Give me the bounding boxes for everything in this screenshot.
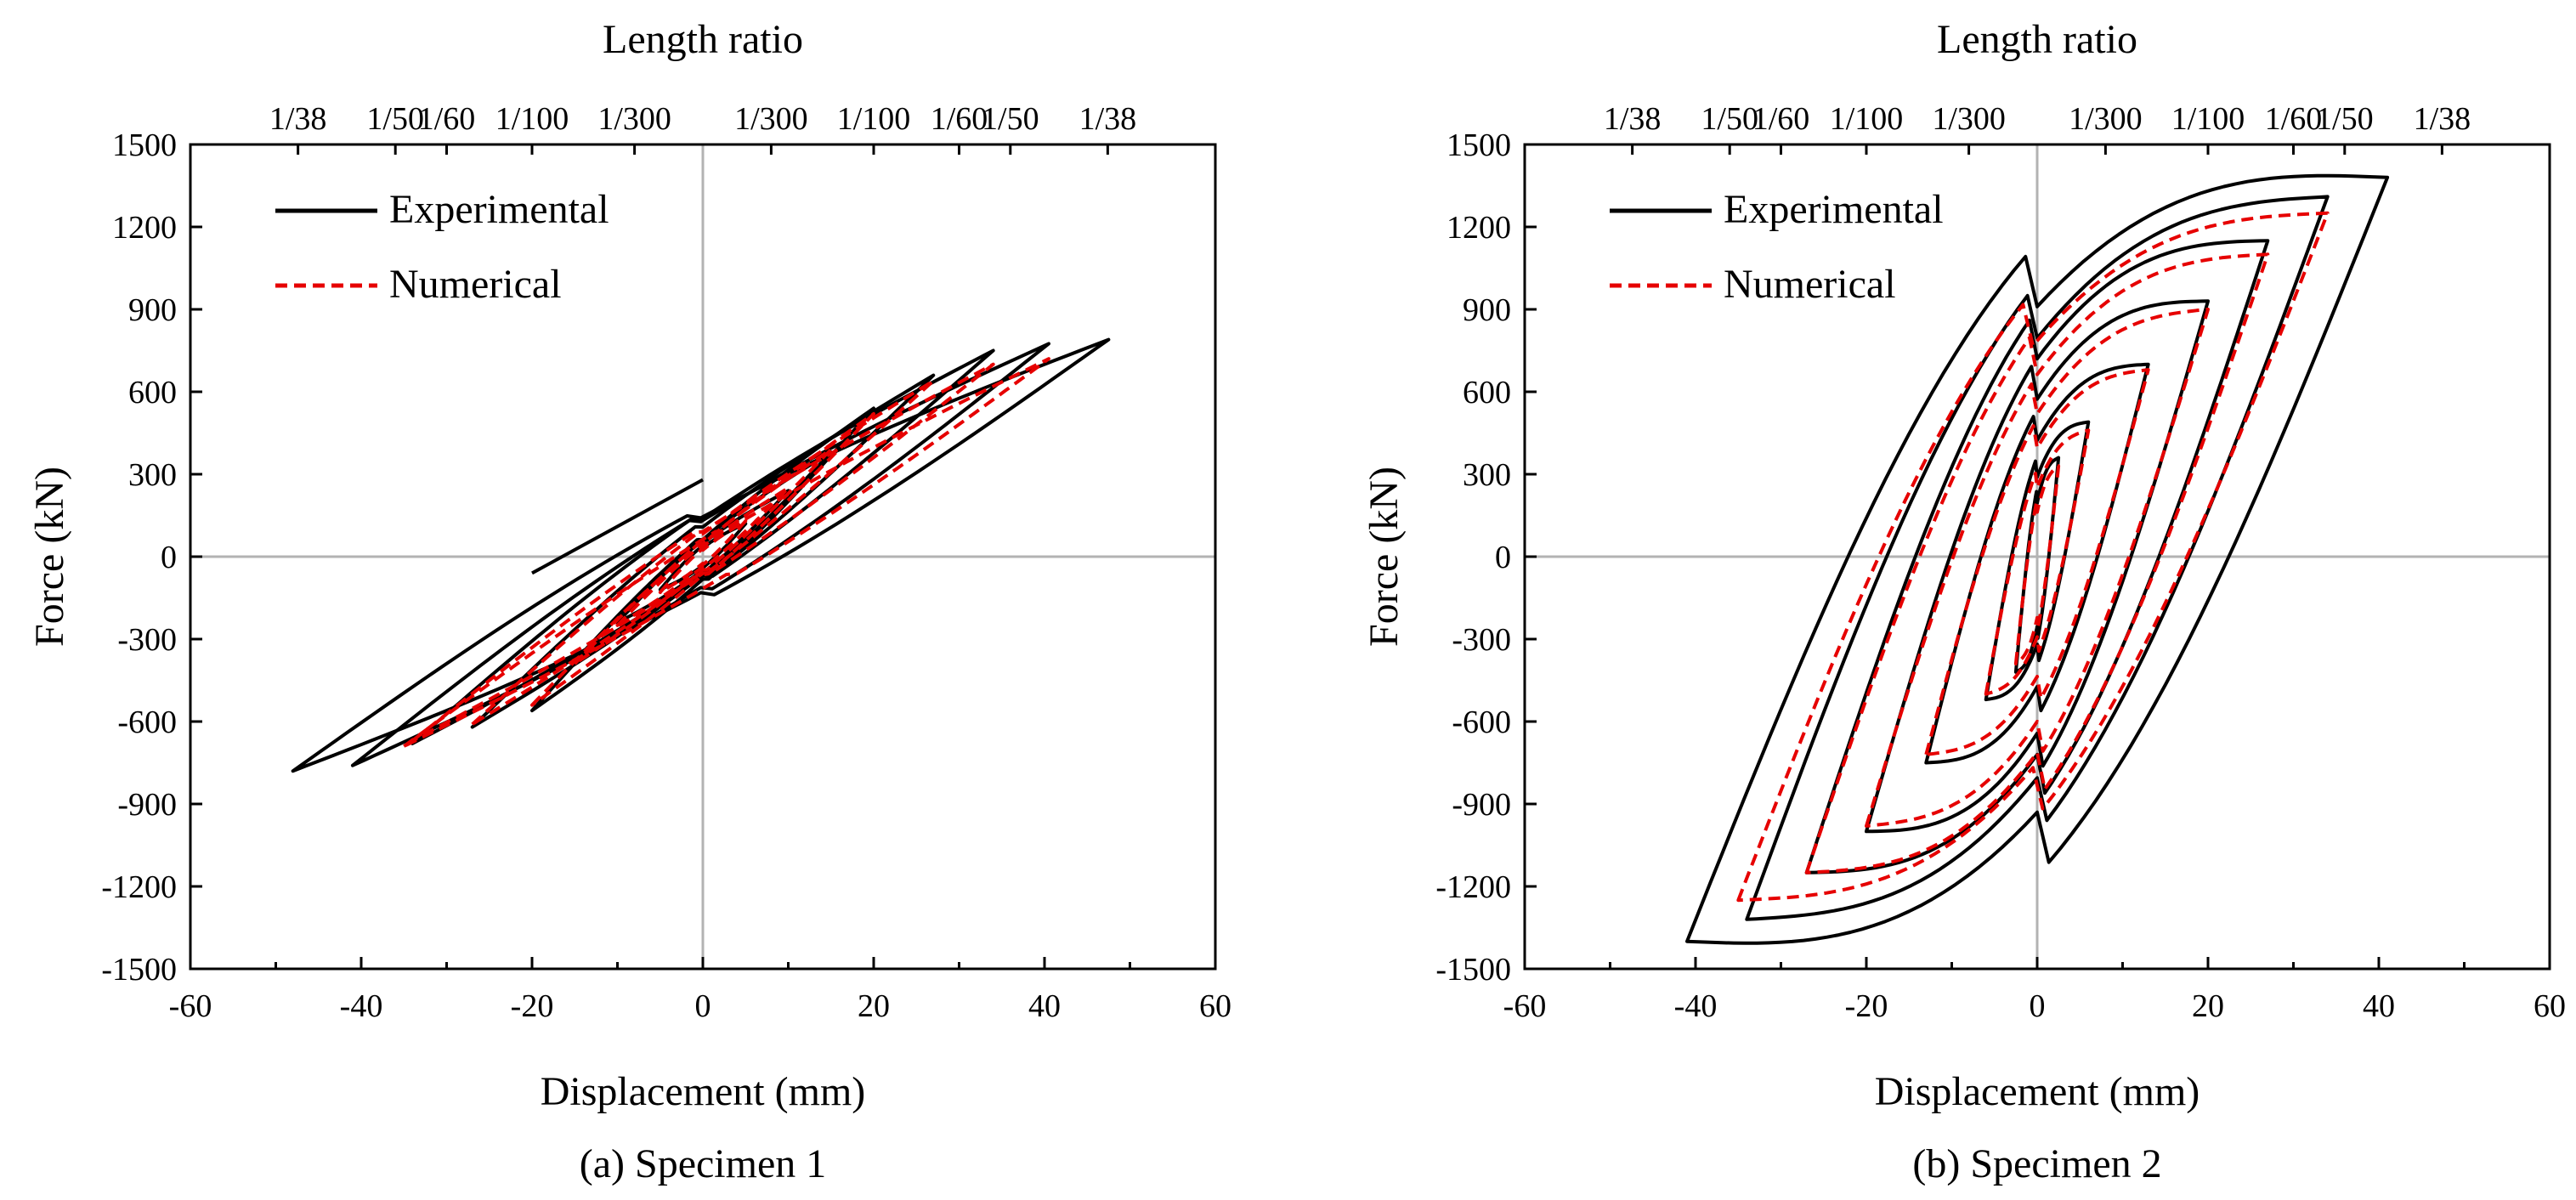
y-tick-label: 300 [128, 457, 177, 493]
x-tick-label: 40 [1028, 988, 1061, 1024]
series-numerical-loop-3 [573, 447, 833, 666]
y-tick-label: -900 [1452, 787, 1511, 823]
series-numerical-loop-2 [615, 486, 790, 627]
top-tick-label: 1/50 [2316, 101, 2374, 137]
y-tick-label: 900 [128, 292, 177, 328]
y-tick-label: 600 [1463, 375, 1511, 410]
y-tick-label: 1500 [1447, 127, 1511, 163]
x-tick-label: -20 [511, 988, 554, 1024]
top-tick-label: 1/60 [931, 101, 988, 137]
top-tick-label: 1/100 [2171, 101, 2245, 137]
y-tick-label: 1200 [112, 210, 177, 246]
series-experimental-loop-4 [530, 406, 875, 713]
y-tick-label: 300 [1463, 457, 1511, 493]
x-tick-label: 20 [2192, 988, 2224, 1024]
x-tick-label: -60 [169, 988, 212, 1024]
series-experimental-loop-7 [350, 342, 1050, 767]
series-experimental-loop-7 [1685, 173, 2390, 945]
y-tick-label: -300 [117, 622, 177, 658]
y-tick-label: -300 [1452, 622, 1511, 658]
top-tick-label: 1/38 [1079, 101, 1137, 137]
top-tick-label: 1/38 [1604, 101, 1662, 137]
legend-label-numerical: Numerical [1724, 262, 1896, 307]
panel-caption: (a) Specimen 1 [580, 1141, 827, 1186]
series-numerical-loop-4 [1865, 308, 2210, 828]
y-tick-label: -1200 [1435, 869, 1511, 905]
series-experimental-loop-8 [291, 337, 1111, 773]
top-tick-label: 1/100 [837, 101, 911, 137]
series-experimental-tail [531, 478, 704, 575]
top-axis-title: Length ratio [603, 17, 803, 62]
series-numerical-loop-6 [410, 362, 995, 743]
top-tick-label: 1/38 [269, 101, 327, 137]
series-numerical-loop-5 [1804, 252, 2270, 875]
legend-label-experimental: Experimental [1724, 187, 1944, 232]
top-tick-label: 1/50 [1701, 101, 1758, 137]
y-tick-label: 0 [161, 540, 177, 575]
series-numerical [1736, 211, 2330, 903]
panel-specimen-2: -60 -40 -20 0 20 40 60 -1500 -1200 -900 -600 -300 0 3… [1362, 17, 2566, 1186]
series-numerical-loop-4 [530, 411, 875, 707]
top-tick-label: 1/300 [1932, 101, 2006, 137]
x-axis-title: Displacement (mm) [541, 1069, 866, 1114]
panel-specimen-1: -60 -40 -20 0 20 40 60 -1500 -1200 -900 -600 -300 0 3… [27, 17, 1231, 1186]
y-tick-label: 1200 [1447, 210, 1511, 246]
x-tick-label: 60 [1199, 988, 1231, 1024]
series-numerical-loop-2 [1984, 428, 2091, 696]
top-tick-label: 1/60 [2265, 101, 2323, 137]
x-axis-title: Displacement (mm) [1875, 1069, 2200, 1114]
top-tick-label: 1/38 [2414, 101, 2471, 137]
y-tick-label: -1500 [101, 952, 177, 988]
y-tick-label: -1200 [101, 869, 177, 905]
y-tick-label: 0 [1495, 540, 1511, 575]
top-tick-label: 1/50 [982, 101, 1039, 137]
y-tick-label: -900 [117, 787, 177, 823]
legend-label-experimental: Experimental [389, 187, 609, 232]
series-numerical-loop-3 [1924, 368, 2150, 756]
legend: Experimental Numerical [275, 187, 609, 307]
x-tick-label: -20 [1845, 988, 1888, 1024]
legend-label-numerical: Numerical [389, 262, 562, 307]
series-numerical-loop-1 [2013, 464, 2061, 666]
x-tick-label: 0 [695, 988, 711, 1024]
y-axis-title: Force (kN) [27, 467, 72, 647]
x-tick-label: 0 [2030, 988, 2046, 1024]
top-tick-label: 1/300 [597, 101, 671, 137]
legend: Experimental Numerical [1610, 187, 1944, 307]
top-tick-label: 1/60 [418, 101, 476, 137]
panel-caption: (b) Specimen 2 [1912, 1141, 2161, 1186]
top-tick-label: 1/300 [2069, 101, 2143, 137]
series-numerical [402, 357, 1050, 749]
x-tick-label: -60 [1503, 988, 1547, 1024]
series-experimental-loop-3 [1924, 362, 2150, 765]
series-numerical-loop-1 [658, 519, 748, 594]
y-axis-title: Force (kN) [1362, 467, 1407, 647]
x-tick-label: 40 [2363, 988, 2395, 1024]
y-tick-label: -1500 [1435, 952, 1511, 988]
series-experimental-loop-6 [1745, 195, 2330, 921]
y-tick-label: -600 [117, 705, 177, 740]
x-tick-label: 20 [858, 988, 890, 1024]
y-tick-label: 900 [1463, 292, 1511, 328]
series-experimental-loop-5 [1804, 239, 2270, 875]
series-experimental-loop-2 [1984, 420, 2091, 702]
x-tick-label: -40 [1674, 988, 1718, 1024]
top-axis-title: Length ratio [1937, 17, 2137, 62]
top-tick-label: 1/300 [734, 101, 808, 137]
y-tick-label: 1500 [112, 127, 177, 163]
series-experimental-loop-6 [410, 348, 995, 745]
x-tick-label: -40 [340, 988, 383, 1024]
y-tick-label: 600 [128, 375, 177, 410]
series-numerical-loop-6 [1736, 211, 2330, 903]
series-experimental [1685, 173, 2390, 945]
series-experimental-loop-4 [1865, 299, 2210, 834]
x-tick-label: 60 [2534, 988, 2566, 1024]
top-tick-label: 1/50 [366, 101, 424, 137]
top-tick-label: 1/60 [1752, 101, 1810, 137]
top-tick-label: 1/100 [1830, 101, 1904, 137]
y-tick-label: -600 [1452, 705, 1511, 740]
top-tick-label: 1/100 [495, 101, 569, 137]
series-numerical-loop-7 [402, 357, 1050, 749]
